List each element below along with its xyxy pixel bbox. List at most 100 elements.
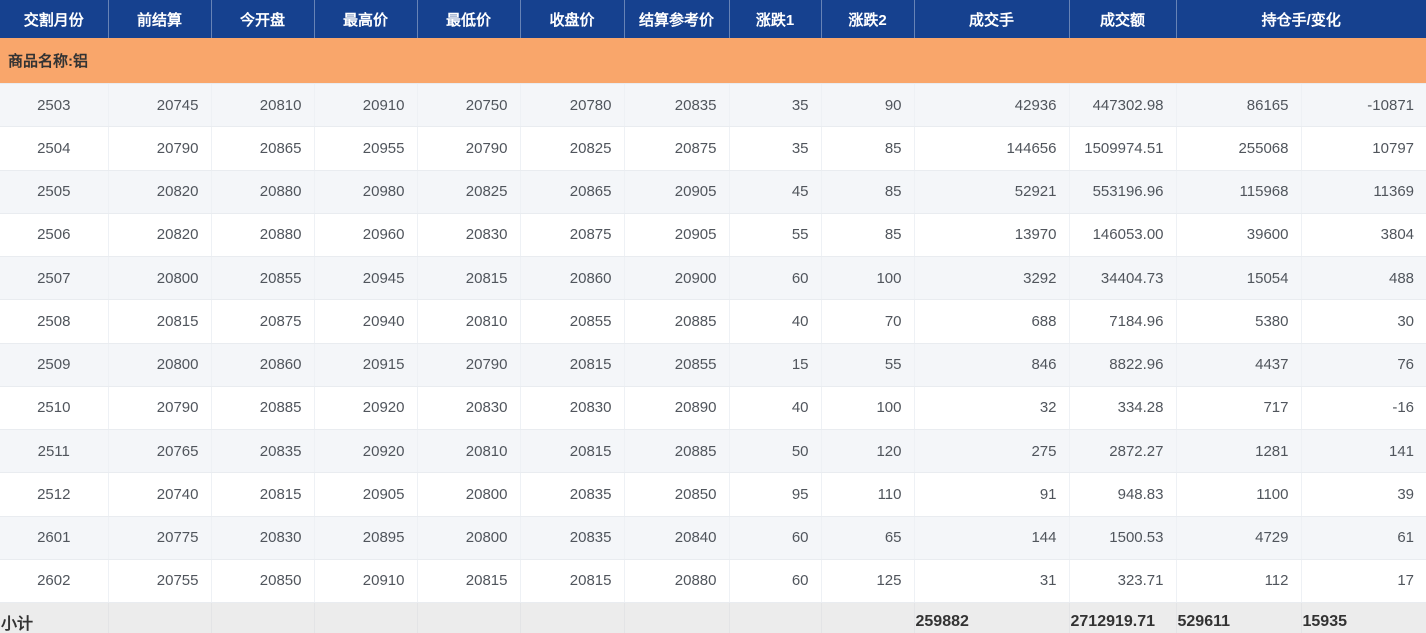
open-interest-cell: 15054: [1176, 256, 1302, 301]
volume-cell: 688: [914, 299, 1070, 344]
volume-cell: 52921: [914, 170, 1070, 214]
volume-cell: 32: [914, 386, 1070, 431]
turnover-cell: 34404.73: [1069, 256, 1177, 301]
oi-change-cell: 10797: [1301, 126, 1426, 171]
low-cell: 20815: [417, 256, 521, 301]
settlement-ref-cell: 20905: [624, 170, 730, 214]
volume-cell: 846: [914, 343, 1070, 387]
oi-change-cell: 17: [1301, 559, 1426, 604]
volume-cell: 3292: [914, 256, 1070, 301]
oi-change-cell: 488: [1301, 256, 1426, 301]
open-interest-cell: 5380: [1176, 299, 1302, 344]
high-cell: 20920: [314, 386, 418, 431]
change1-cell: 60: [729, 256, 822, 301]
prev-settlement-cell: 20745: [108, 83, 212, 128]
open-cell: 20885: [211, 386, 315, 431]
prev-settlement-cell: 20800: [108, 256, 212, 301]
open-interest-cell: 4437: [1176, 343, 1302, 387]
low-cell: 20810: [417, 429, 521, 474]
subtotal-empty: [520, 602, 625, 633]
low-cell: 20830: [417, 386, 521, 431]
change2-cell: 85: [821, 126, 915, 171]
open-cell: 20875: [211, 299, 315, 344]
settlement-ref-cell: 20875: [624, 126, 730, 171]
open-interest-cell: 1281: [1176, 429, 1302, 474]
open-interest-cell: 255068: [1176, 126, 1302, 171]
prev-settlement-cell: 20815: [108, 299, 212, 344]
settlement-ref-cell: 20890: [624, 386, 730, 431]
turnover-cell: 948.83: [1069, 472, 1177, 517]
high-cell: 20910: [314, 559, 418, 604]
subtotal-volume: 259882: [914, 602, 1070, 633]
oi-change-cell: 3804: [1301, 213, 1426, 258]
open-cell: 20880: [211, 213, 315, 258]
low-cell: 20790: [417, 343, 521, 387]
open-cell: 20835: [211, 429, 315, 474]
delivery-month-cell: 2511: [0, 429, 109, 474]
volume-cell: 144656: [914, 126, 1070, 171]
change1-cell: 40: [729, 299, 822, 344]
high-cell: 20955: [314, 126, 418, 171]
oi-change-cell: 30: [1301, 299, 1426, 344]
subtotal-empty: [108, 602, 212, 633]
delivery-month-cell: 2503: [0, 83, 109, 128]
change2-cell: 120: [821, 429, 915, 474]
high-cell: 20980: [314, 170, 418, 214]
column-header-settlement-ref: 结算参考价: [624, 0, 730, 38]
close-cell: 20815: [520, 429, 625, 474]
high-cell: 20910: [314, 83, 418, 128]
subtotal-empty: [624, 602, 730, 633]
open-cell: 20830: [211, 516, 315, 560]
change2-cell: 85: [821, 213, 915, 258]
subtotal-open-interest: 529611: [1176, 602, 1302, 633]
oi-change-cell: 39: [1301, 472, 1426, 517]
oi-change-cell: 61: [1301, 516, 1426, 560]
change1-cell: 50: [729, 429, 822, 474]
change1-cell: 15: [729, 343, 822, 387]
open-interest-cell: 115968: [1176, 170, 1302, 214]
delivery-month-cell: 2601: [0, 516, 109, 560]
volume-cell: 31: [914, 559, 1070, 604]
open-interest-cell: 717: [1176, 386, 1302, 431]
settlement-ref-cell: 20880: [624, 559, 730, 604]
open-cell: 20810: [211, 83, 315, 128]
column-header-change2: 涨跌2: [821, 0, 915, 38]
turnover-cell: 8822.96: [1069, 343, 1177, 387]
volume-cell: 275: [914, 429, 1070, 474]
low-cell: 20790: [417, 126, 521, 171]
prev-settlement-cell: 20820: [108, 213, 212, 258]
open-cell: 20880: [211, 170, 315, 214]
subtotal-row: 小计 259882 2712919.71 529611 15935: [0, 602, 1426, 633]
close-cell: 20875: [520, 213, 625, 258]
subtotal-label: 小计: [0, 602, 109, 633]
volume-cell: 91: [914, 472, 1070, 517]
settlement-ref-cell: 20850: [624, 472, 730, 517]
change1-cell: 55: [729, 213, 822, 258]
volume-cell: 13970: [914, 213, 1070, 258]
table-row: 2602 20755 20850 20910 20815 20815 20880 60 125 3…: [0, 559, 1426, 604]
delivery-month-cell: 2512: [0, 472, 109, 517]
change1-cell: 60: [729, 559, 822, 604]
commodity-name: 商品名称:铝: [0, 38, 1426, 84]
prev-settlement-cell: 20790: [108, 386, 212, 431]
subtotal-empty: [211, 602, 315, 633]
turnover-cell: 1500.53: [1069, 516, 1177, 560]
column-header-low: 最低价: [417, 0, 521, 38]
prev-settlement-cell: 20820: [108, 170, 212, 214]
prev-settlement-cell: 20800: [108, 343, 212, 387]
high-cell: 20960: [314, 213, 418, 258]
delivery-month-cell: 2504: [0, 126, 109, 171]
open-interest-cell: 86165: [1176, 83, 1302, 128]
open-cell: 20815: [211, 472, 315, 517]
column-header-open: 今开盘: [211, 0, 315, 38]
change2-cell: 70: [821, 299, 915, 344]
open-cell: 20865: [211, 126, 315, 171]
prev-settlement-cell: 20740: [108, 472, 212, 517]
subtotal-empty: [729, 602, 822, 633]
open-cell: 20855: [211, 256, 315, 301]
volume-cell: 144: [914, 516, 1070, 560]
turnover-cell: 323.71: [1069, 559, 1177, 604]
high-cell: 20915: [314, 343, 418, 387]
